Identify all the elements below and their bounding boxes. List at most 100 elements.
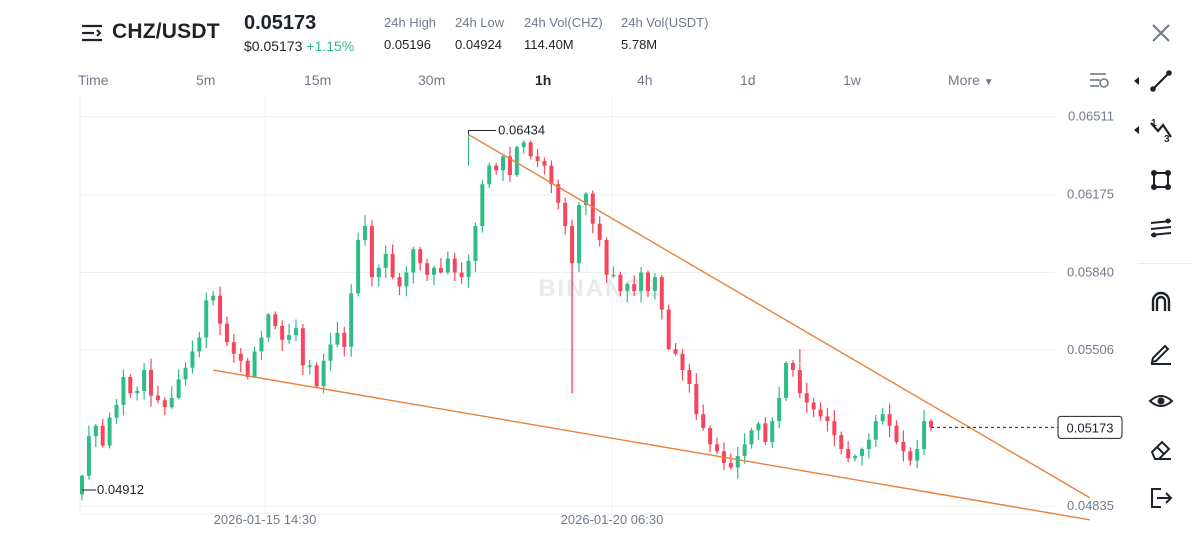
pair-title[interactable]: CHZ/USDT [112,20,220,43]
candle-body [494,165,499,171]
x-tick-label: 2026-01-15 14:30 [214,512,317,527]
candle-body [873,421,878,440]
market-header: CHZ/USDT 0.05173 $0.05173 +1.15% 24h High… [0,0,1200,62]
expand-caret-icon[interactable] [1134,77,1139,85]
stat-24h-low: 24h Low 0.04924 [455,15,504,52]
candle-body [784,363,789,398]
eye-icon[interactable] [1148,388,1174,414]
more-label: More [948,72,980,88]
tab-1w[interactable]: 1w [843,72,861,88]
current-price-badge [1057,415,1123,439]
candle-body [459,272,464,278]
magnet-icon[interactable] [1148,289,1174,315]
tab-15m[interactable]: 15m [304,72,332,88]
candle-body [542,161,547,166]
candle-body [80,475,84,495]
usd-price-row: $0.05173 +1.15% [244,38,354,54]
close-icon[interactable] [1150,22,1172,44]
low-price-label: 0.04912 [97,482,144,497]
candle-body [735,455,740,468]
candle-body [404,272,409,287]
candle-body [135,390,140,394]
candle-body [929,421,933,428]
candle-body [121,376,126,405]
candle-body [915,448,920,461]
y-tick-label: 0.06511 [1068,109,1114,124]
tab-1h[interactable]: 1h [535,72,552,88]
candle-body [445,258,450,273]
candle-body [425,263,430,275]
candle-body [197,337,202,352]
candle-body [777,397,782,422]
candle-body [597,223,602,240]
stat-value: 114.40M [524,37,574,52]
candle-body [86,436,91,476]
stat-value: 5.78M [621,37,658,52]
candle-body [756,423,761,431]
chart-area[interactable]: 0.06511 0.06175 0.05840 0.05506 0.04835 BINAN… [0,96,1125,553]
parallel-channel-icon[interactable] [1148,215,1174,241]
line-tool-icon[interactable] [1148,68,1174,94]
candle-body [701,414,706,429]
candle-body [300,328,305,366]
shape-tool-icon[interactable] [1148,167,1174,193]
candle-body [100,425,105,446]
candle-body [411,249,416,273]
stat-label: 24h Low [455,15,505,30]
candle-body [646,272,650,292]
candle-body [487,165,492,185]
candle-body [625,284,630,292]
candle-body [190,351,195,368]
candle-body [894,425,899,443]
candle-body [790,363,795,371]
menu-icon[interactable] [80,21,104,45]
candle-body [287,335,292,340]
tab-time[interactable]: Time [78,72,109,88]
candle-body [259,337,264,352]
candle-body [908,451,913,461]
eraser-icon[interactable] [1148,436,1174,462]
last-price: 0.05173 [244,12,317,34]
candle-body [473,226,478,261]
candle-body [363,226,367,240]
candle-body [231,342,236,354]
candle-body [639,272,644,292]
caret-down-icon: ▼ [983,77,994,88]
tab-5m[interactable]: 5m [196,72,216,88]
candle-body [93,425,98,437]
candle-body [238,353,243,361]
watermark: BINANCE [538,275,661,302]
candle-body [859,448,864,456]
candle-body [887,414,892,426]
candle-body [349,293,354,347]
stat-value: 0.05196 [384,37,431,52]
trendline [213,369,1090,521]
candle-body [749,430,754,445]
exit-icon[interactable] [1148,485,1174,511]
candle-body [797,370,802,394]
candle-body [266,314,271,338]
candle-body [535,156,540,162]
tab-30m[interactable]: 30m [418,72,446,88]
candle-body [418,249,423,264]
candlestick-chart[interactable]: 0.06511 0.06175 0.05840 0.05506 0.04835 BINAN… [0,96,1125,553]
fib-tool-icon[interactable]: 3 1 [1148,117,1174,143]
tab-4h[interactable]: 4h [637,72,653,88]
stat-24h-vol-chz: 24h Vol(CHZ) 114.40M [524,15,603,52]
expand-caret-icon[interactable] [1134,126,1139,134]
stat-label: 24h Vol(CHZ) [524,15,603,30]
candle-body [666,309,671,350]
candle-body [694,383,699,415]
candle-body [383,253,388,268]
candle-body [204,300,209,338]
pencil-icon[interactable] [1148,339,1174,365]
tab-1d[interactable]: 1d [740,72,756,88]
svg-text:3: 3 [1164,134,1170,143]
tab-more[interactable]: More ▼ [948,72,994,88]
candle-body [273,314,278,326]
candle-body [576,205,581,264]
candle-body [128,376,133,394]
chart-settings-icon[interactable] [1088,70,1110,90]
candle-body [107,417,112,446]
candle-body [818,409,823,417]
